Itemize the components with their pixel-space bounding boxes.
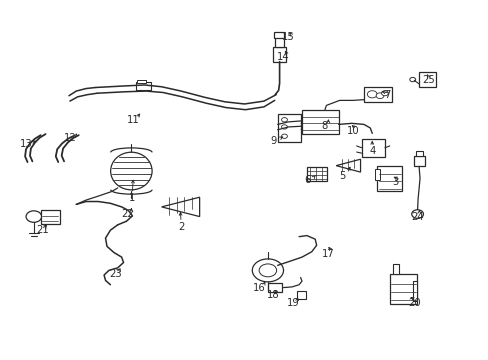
Text: 14: 14 bbox=[277, 52, 289, 62]
Polygon shape bbox=[161, 197, 199, 217]
Text: 21: 21 bbox=[36, 225, 48, 235]
Bar bbox=[374, 168, 379, 180]
Polygon shape bbox=[335, 159, 360, 172]
Text: 12: 12 bbox=[63, 133, 76, 143]
Circle shape bbox=[409, 77, 415, 82]
Bar bbox=[376, 166, 402, 192]
Bar bbox=[361, 139, 384, 157]
Bar bbox=[392, 264, 398, 274]
Bar bbox=[274, 37, 283, 47]
Bar bbox=[41, 210, 60, 224]
Bar bbox=[306, 167, 327, 181]
Text: 4: 4 bbox=[368, 146, 375, 156]
Circle shape bbox=[411, 210, 423, 219]
Text: 11: 11 bbox=[127, 115, 140, 125]
Text: 25: 25 bbox=[422, 75, 434, 85]
Bar bbox=[277, 114, 301, 142]
Ellipse shape bbox=[110, 152, 152, 190]
Text: 18: 18 bbox=[266, 291, 279, 301]
Bar bbox=[389, 274, 416, 304]
Text: 13: 13 bbox=[20, 139, 32, 149]
Text: 1: 1 bbox=[129, 193, 135, 203]
Text: 24: 24 bbox=[410, 212, 423, 221]
Bar bbox=[412, 282, 416, 301]
Text: 20: 20 bbox=[407, 298, 420, 308]
Bar bbox=[137, 80, 146, 83]
Circle shape bbox=[366, 91, 376, 98]
Bar bbox=[302, 110, 338, 134]
Text: 8: 8 bbox=[321, 121, 327, 131]
Text: 2: 2 bbox=[178, 222, 184, 231]
Text: 9: 9 bbox=[270, 136, 276, 145]
Text: 17: 17 bbox=[321, 248, 334, 258]
Circle shape bbox=[281, 125, 287, 129]
Circle shape bbox=[281, 134, 287, 138]
Bar bbox=[418, 72, 435, 87]
Text: 22: 22 bbox=[121, 209, 134, 219]
Text: 19: 19 bbox=[286, 298, 299, 308]
Bar bbox=[273, 32, 284, 39]
Bar bbox=[297, 291, 305, 299]
Bar bbox=[413, 156, 424, 166]
Circle shape bbox=[259, 264, 276, 277]
Text: 10: 10 bbox=[346, 126, 358, 135]
Text: 6: 6 bbox=[304, 175, 310, 185]
Text: 3: 3 bbox=[392, 177, 398, 187]
Bar bbox=[363, 87, 391, 102]
Text: 15: 15 bbox=[282, 32, 294, 42]
Bar bbox=[272, 47, 286, 62]
Circle shape bbox=[281, 118, 287, 122]
Text: 16: 16 bbox=[252, 283, 265, 293]
Circle shape bbox=[252, 259, 283, 282]
Bar bbox=[136, 82, 151, 90]
Bar bbox=[267, 283, 281, 292]
Text: 23: 23 bbox=[109, 269, 122, 279]
Circle shape bbox=[26, 211, 41, 222]
Circle shape bbox=[381, 91, 387, 96]
Bar bbox=[415, 151, 423, 156]
Circle shape bbox=[375, 93, 383, 99]
Text: 5: 5 bbox=[338, 171, 345, 181]
Text: 7: 7 bbox=[383, 90, 389, 100]
